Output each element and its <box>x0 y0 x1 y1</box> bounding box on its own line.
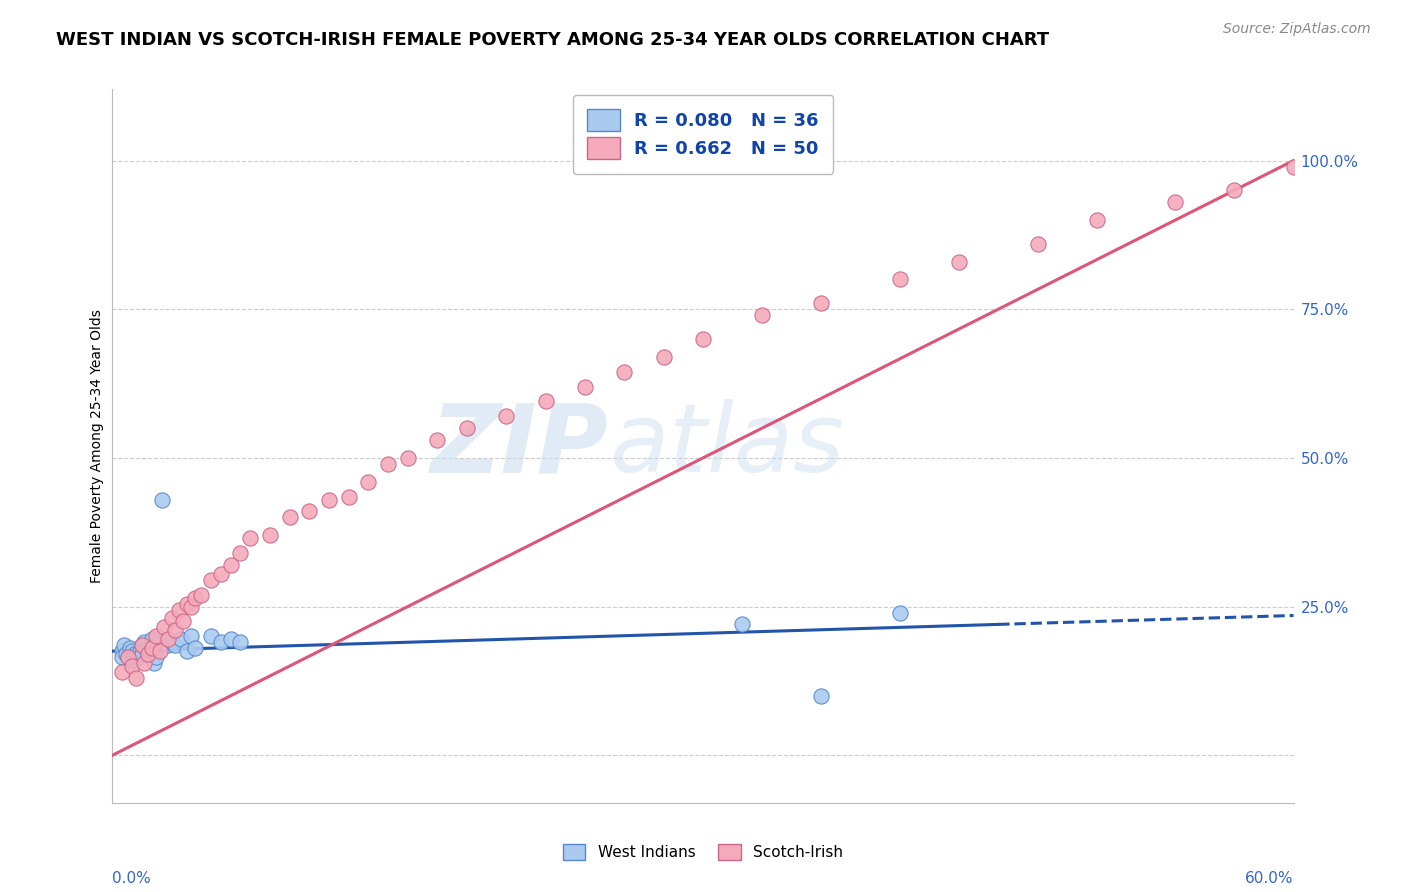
Point <box>889 272 911 286</box>
Point <box>318 492 340 507</box>
Point <box>495 409 517 424</box>
Point <box>209 635 232 649</box>
Point <box>200 629 222 643</box>
Point <box>136 648 159 663</box>
Point <box>1085 213 1108 227</box>
Point <box>190 588 212 602</box>
Point <box>751 308 773 322</box>
Point <box>169 602 191 616</box>
Text: 0.0%: 0.0% <box>112 871 152 886</box>
Point <box>129 644 152 658</box>
Text: ZIP: ZIP <box>430 400 609 492</box>
Point <box>156 632 179 647</box>
Point <box>156 638 179 652</box>
Point <box>810 689 832 703</box>
Point <box>121 653 143 667</box>
Point <box>534 394 557 409</box>
Point <box>132 635 155 649</box>
Point <box>121 659 143 673</box>
Point <box>112 638 135 652</box>
Point <box>357 475 380 489</box>
Text: atlas: atlas <box>609 400 844 492</box>
Point <box>298 504 321 518</box>
Point <box>239 531 262 545</box>
Point <box>426 433 449 447</box>
Point <box>456 421 478 435</box>
Point <box>180 599 202 614</box>
Point <box>396 450 419 465</box>
Point <box>131 647 153 661</box>
Point <box>165 638 187 652</box>
Point <box>184 641 207 656</box>
Point <box>377 457 399 471</box>
Point <box>1282 160 1305 174</box>
Point <box>692 332 714 346</box>
Point <box>115 647 138 661</box>
Point <box>180 629 202 643</box>
Point <box>131 638 153 652</box>
Point <box>145 650 167 665</box>
Point <box>889 606 911 620</box>
Point <box>160 635 183 649</box>
Point <box>1026 236 1049 251</box>
Text: WEST INDIAN VS SCOTCH-IRISH FEMALE POVERTY AMONG 25-34 YEAR OLDS CORRELATION CHA: WEST INDIAN VS SCOTCH-IRISH FEMALE POVER… <box>56 31 1049 49</box>
Point <box>184 591 207 605</box>
Point <box>127 650 149 665</box>
Point <box>135 642 157 657</box>
Text: Source: ZipAtlas.com: Source: ZipAtlas.com <box>1223 22 1371 37</box>
Point <box>125 671 148 685</box>
Point <box>278 510 301 524</box>
Point <box>219 558 242 572</box>
Point <box>948 254 970 268</box>
Point <box>170 632 193 647</box>
Point <box>200 573 222 587</box>
Point <box>142 656 165 670</box>
Point <box>132 656 155 670</box>
Point <box>574 379 596 393</box>
Point <box>139 644 162 658</box>
Point <box>120 641 142 656</box>
Y-axis label: Female Poverty Among 25-34 Year Olds: Female Poverty Among 25-34 Year Olds <box>90 309 104 583</box>
Text: 60.0%: 60.0% <box>1246 871 1294 886</box>
Point <box>176 644 198 658</box>
Point <box>209 566 232 581</box>
Point <box>117 650 139 665</box>
Point <box>111 644 134 658</box>
Point <box>152 620 174 634</box>
Point <box>229 546 252 560</box>
Point <box>810 296 832 310</box>
Point <box>150 492 173 507</box>
Point <box>229 635 252 649</box>
Point <box>652 350 675 364</box>
Point <box>172 615 194 629</box>
Legend: West Indians, Scotch-Irish: West Indians, Scotch-Irish <box>557 838 849 866</box>
Point <box>731 617 754 632</box>
Point <box>337 490 360 504</box>
Point <box>122 648 145 663</box>
Point <box>111 665 134 679</box>
Point <box>219 632 242 647</box>
Point <box>131 638 153 652</box>
Point <box>613 365 636 379</box>
Point <box>117 650 139 665</box>
Point <box>1164 195 1187 210</box>
Point <box>111 650 134 665</box>
Point <box>121 644 143 658</box>
Point <box>141 641 163 656</box>
Point <box>136 647 159 661</box>
Point <box>149 644 172 658</box>
Point <box>1223 183 1246 197</box>
Point <box>165 624 187 638</box>
Point <box>160 611 183 625</box>
Point <box>145 629 167 643</box>
Point <box>125 646 148 660</box>
Point <box>141 632 163 647</box>
Point <box>259 528 281 542</box>
Point <box>176 597 198 611</box>
